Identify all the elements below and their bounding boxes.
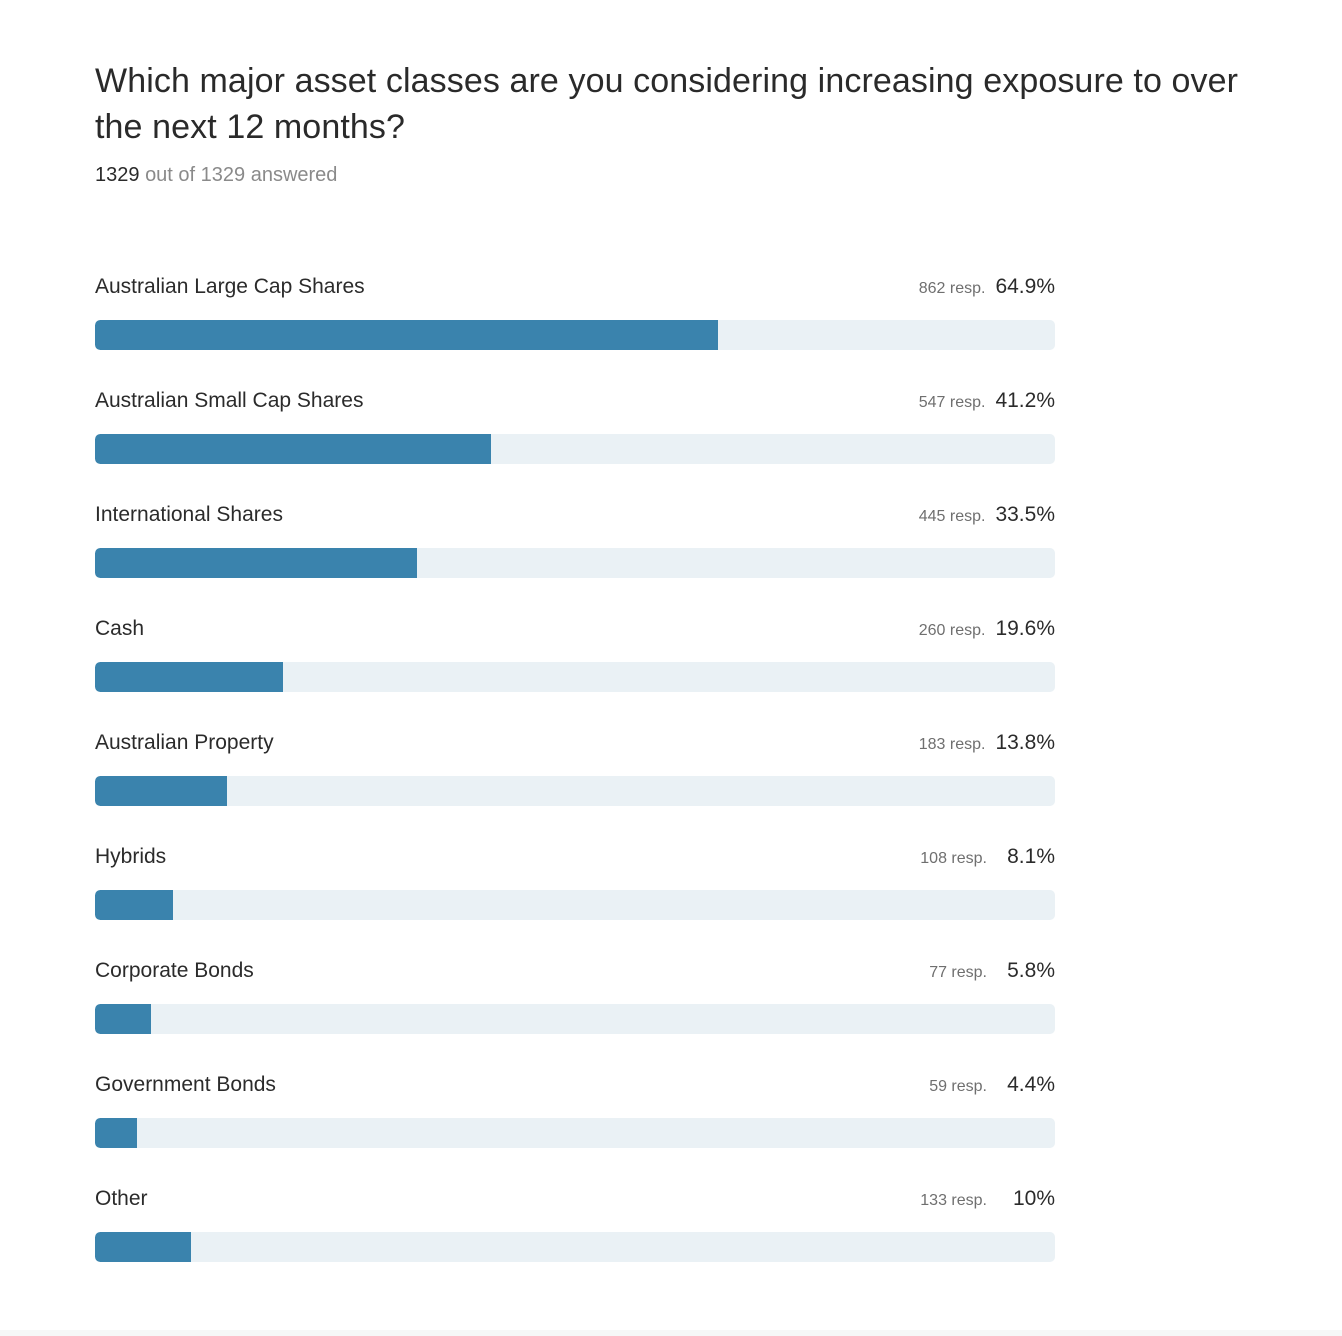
category-label: Government Bonds bbox=[95, 1073, 276, 1096]
bar-row: Government Bonds 59 resp. 4.4% bbox=[95, 1068, 1055, 1182]
bar-row-header: Australian Large Cap Shares 862 resp. 64.9… bbox=[95, 270, 1055, 304]
bar-row-header: Cash 260 resp. 19.6% bbox=[95, 612, 1055, 646]
category-label: Australian Small Cap Shares bbox=[95, 389, 364, 412]
response-count-label: 862 resp. bbox=[918, 280, 986, 297]
response-count-label: 133 resp. bbox=[920, 1192, 987, 1209]
bar-track bbox=[95, 434, 1055, 464]
category-label: Hybrids bbox=[95, 845, 167, 868]
bar-row: Other 133 resp. 10% bbox=[95, 1182, 1055, 1296]
bar-track bbox=[95, 548, 1055, 578]
category-label: Other bbox=[95, 1187, 148, 1210]
bottom-divider bbox=[0, 1330, 1342, 1336]
bar-fill bbox=[95, 1232, 191, 1262]
bar-track bbox=[95, 890, 1055, 920]
bar-fill bbox=[95, 776, 228, 806]
bar-track bbox=[95, 320, 1055, 350]
bar-stats: 59 resp. 4.4% bbox=[929, 1068, 1055, 1104]
bar-track bbox=[95, 662, 1055, 692]
bar-row-header: Hybrids 108 resp. 8.1% bbox=[95, 840, 1055, 874]
bar-fill bbox=[95, 1118, 138, 1148]
bar-track bbox=[95, 1232, 1055, 1262]
category-label: Corporate Bonds bbox=[95, 959, 254, 982]
answered-suffix: out of 1329 answered bbox=[145, 164, 338, 186]
response-count-label: 183 resp. bbox=[918, 736, 986, 753]
bar-fill bbox=[95, 434, 491, 464]
bar-row: Australian Small Cap Shares 547 resp. 41.2… bbox=[95, 384, 1055, 498]
bar-row: Hybrids 108 resp. 8.1% bbox=[95, 840, 1055, 954]
response-count-label: 445 resp. bbox=[918, 508, 986, 525]
bar-row: International Shares 445 resp. 33.5% bbox=[95, 498, 1055, 612]
bar-chart: Australian Large Cap Shares 862 resp. 64.9… bbox=[95, 270, 1055, 1296]
bar-fill bbox=[95, 548, 417, 578]
category-label: Cash bbox=[95, 617, 145, 640]
bar-fill bbox=[95, 320, 719, 350]
bar-stats: 183 resp. 13.8% bbox=[919, 726, 1055, 762]
bar-fill bbox=[95, 890, 173, 920]
bar-stats: 547 resp. 41.2% bbox=[919, 384, 1055, 420]
bar-track bbox=[95, 776, 1055, 806]
category-label: Australian Property bbox=[95, 731, 274, 754]
bar-row: Australian Property 183 resp. 13.8% bbox=[95, 726, 1055, 840]
response-count-label: 547 resp. bbox=[918, 394, 986, 411]
bar-row: Australian Large Cap Shares 862 resp. 64.9… bbox=[95, 270, 1055, 384]
bar-stats: 77 resp. 5.8% bbox=[929, 954, 1055, 990]
category-label: International Shares bbox=[95, 503, 283, 526]
category-label: Australian Large Cap Shares bbox=[95, 275, 365, 298]
bar-track bbox=[95, 1004, 1055, 1034]
percent-label: 41.2% bbox=[995, 389, 1055, 412]
response-count-label: 260 resp. bbox=[918, 622, 986, 639]
percent-label: 8.1% bbox=[1007, 845, 1055, 868]
percent-label: 4.4% bbox=[1007, 1073, 1055, 1096]
response-count-label: 108 resp. bbox=[920, 850, 987, 867]
percent-label: 64.9% bbox=[995, 275, 1055, 298]
answered-count: 1329 bbox=[95, 164, 140, 186]
bar-row-header: Corporate Bonds 77 resp. 5.8% bbox=[95, 954, 1055, 988]
bar-stats: 260 resp. 19.6% bbox=[919, 612, 1055, 648]
percent-label: 19.6% bbox=[995, 617, 1055, 640]
percent-label: 13.8% bbox=[995, 731, 1055, 754]
answered-summary: 1329 out of 1329 answered bbox=[95, 164, 1270, 187]
bar-stats: 862 resp. 64.9% bbox=[919, 270, 1055, 306]
bar-fill bbox=[95, 1004, 151, 1034]
bar-row-header: Other 133 resp. 10% bbox=[95, 1182, 1055, 1216]
bar-stats: 133 resp. 10% bbox=[920, 1182, 1055, 1218]
bar-row-header: Australian Small Cap Shares 547 resp. 41.2… bbox=[95, 384, 1055, 418]
percent-label: 33.5% bbox=[995, 503, 1055, 526]
response-count-label: 59 resp. bbox=[929, 1078, 987, 1095]
bar-row-header: Government Bonds 59 resp. 4.4% bbox=[95, 1068, 1055, 1102]
bar-stats: 108 resp. 8.1% bbox=[920, 840, 1055, 876]
question-title: Which major asset classes are you consid… bbox=[95, 62, 1239, 146]
bar-row-header: Australian Property 183 resp. 13.8% bbox=[95, 726, 1055, 760]
percent-label: 10% bbox=[1012, 1187, 1055, 1210]
bar-fill bbox=[95, 662, 284, 692]
bar-stats: 445 resp. 33.5% bbox=[919, 498, 1055, 534]
bar-track bbox=[95, 1118, 1055, 1148]
response-count-label: 77 resp. bbox=[929, 964, 987, 981]
bar-row: Corporate Bonds 77 resp. 5.8% bbox=[95, 954, 1055, 1068]
question-header: Which major asset classes are you consid… bbox=[95, 58, 1270, 187]
bar-row: Cash 260 resp. 19.6% bbox=[95, 612, 1055, 726]
bar-row-header: International Shares 445 resp. 33.5% bbox=[95, 498, 1055, 532]
percent-label: 5.8% bbox=[1007, 959, 1055, 982]
